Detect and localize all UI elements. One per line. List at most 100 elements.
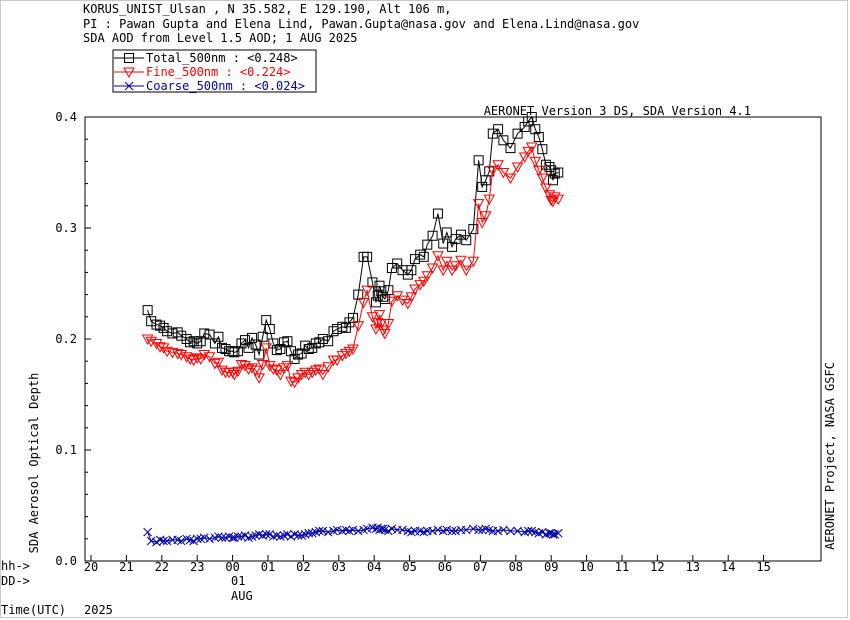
data-point — [195, 336, 206, 347]
data-point — [504, 173, 517, 185]
data-point — [299, 367, 312, 379]
data-point — [146, 536, 156, 546]
legend-entry: Fine_500nm : <0.224> — [146, 65, 291, 79]
data-point — [331, 355, 343, 367]
data-point — [317, 370, 329, 381]
x-axis: 20 21 22 23 00 01 02 03 04 05 06 07 08 09 10 11 12 13 14 15 — [84, 555, 771, 574]
data-point — [552, 194, 565, 206]
data-point — [387, 524, 397, 534]
data-point — [141, 334, 154, 346]
data-point — [415, 249, 426, 260]
data-point — [383, 285, 394, 296]
data-point — [353, 526, 363, 536]
data-point — [171, 348, 184, 360]
data-point — [158, 322, 169, 333]
data-point — [492, 160, 504, 171]
data-point — [483, 194, 496, 206]
data-point — [540, 159, 551, 170]
data-point — [194, 354, 207, 366]
data-point — [293, 531, 303, 540]
data-point — [253, 373, 265, 384]
data-point — [303, 343, 314, 354]
data-point — [433, 525, 443, 535]
data-point — [192, 338, 203, 349]
year-label: 2025 — [84, 603, 113, 617]
data-point — [199, 533, 209, 543]
data-point — [300, 340, 311, 351]
data-point — [401, 298, 414, 310]
data-point — [323, 527, 333, 537]
x-tick-label: 01 — [261, 560, 275, 574]
data-point — [249, 365, 262, 377]
data-point — [243, 342, 254, 353]
data-point — [447, 526, 457, 536]
data-point — [405, 292, 418, 303]
data-point — [437, 265, 450, 277]
data-point — [486, 165, 499, 177]
data-point — [530, 124, 541, 135]
data-point — [260, 343, 273, 354]
data-point — [371, 317, 384, 329]
data-point — [418, 251, 429, 262]
data-point — [247, 332, 258, 343]
data-point — [523, 526, 533, 536]
data-point — [432, 208, 443, 219]
dd-label: DD-> — [1, 574, 30, 588]
data-point — [232, 366, 244, 378]
data-point — [217, 533, 227, 543]
y-tick-label: 0.4 — [55, 110, 77, 124]
data-point — [548, 192, 561, 203]
data-point — [362, 524, 372, 534]
data-point — [155, 320, 166, 331]
data-point — [546, 165, 557, 176]
legend-marker-icon — [124, 53, 134, 63]
data-point — [406, 265, 417, 276]
data-point — [157, 343, 170, 354]
data-point — [468, 524, 478, 534]
x-tick-label: 05 — [402, 560, 416, 574]
data-point — [543, 190, 556, 201]
data-point — [216, 342, 227, 353]
header-line-site: KORUS_UNIST_Ulsan , N 35.582, E 129.190,… — [83, 2, 452, 16]
data-point — [278, 337, 289, 348]
data-point — [274, 370, 287, 381]
data-point — [447, 241, 458, 252]
data-point — [529, 156, 542, 168]
month-label: AUG — [231, 589, 253, 603]
data-point — [498, 135, 509, 146]
data-point — [461, 525, 471, 535]
data-point — [184, 354, 196, 366]
x-tick-label: 04 — [367, 560, 381, 574]
data-point — [526, 112, 537, 122]
data-point — [286, 346, 297, 357]
data-point — [216, 365, 228, 377]
data-point — [479, 211, 492, 222]
data-point — [233, 532, 243, 541]
data-point — [398, 525, 407, 535]
data-point — [455, 229, 466, 240]
data-point — [476, 217, 489, 229]
data-point — [281, 361, 294, 372]
data-point — [176, 536, 186, 546]
data-point — [254, 349, 265, 360]
x-tick-label: 00 — [225, 560, 239, 574]
data-point — [256, 360, 269, 371]
x-tick-label: 07 — [473, 560, 487, 574]
y-tick-label: 0.2 — [55, 332, 77, 346]
data-point — [304, 528, 314, 538]
data-point — [396, 295, 409, 307]
x-tick-label: 12 — [650, 560, 664, 574]
x-tick-label: 06 — [438, 560, 452, 574]
data-point — [532, 165, 545, 177]
data-point — [151, 319, 162, 330]
x-tick-label: 03 — [332, 560, 346, 574]
data-point — [422, 239, 433, 250]
header-line-pi: PI : Pawan Gupta and Elena Lind, Pawan.G… — [83, 17, 640, 31]
data-point — [518, 152, 531, 163]
data-point — [264, 324, 275, 335]
right-credit: AERONET Project, NASA GSFC — [823, 362, 837, 550]
data-point — [468, 224, 479, 235]
data-point — [229, 347, 240, 358]
data-point — [352, 321, 365, 332]
